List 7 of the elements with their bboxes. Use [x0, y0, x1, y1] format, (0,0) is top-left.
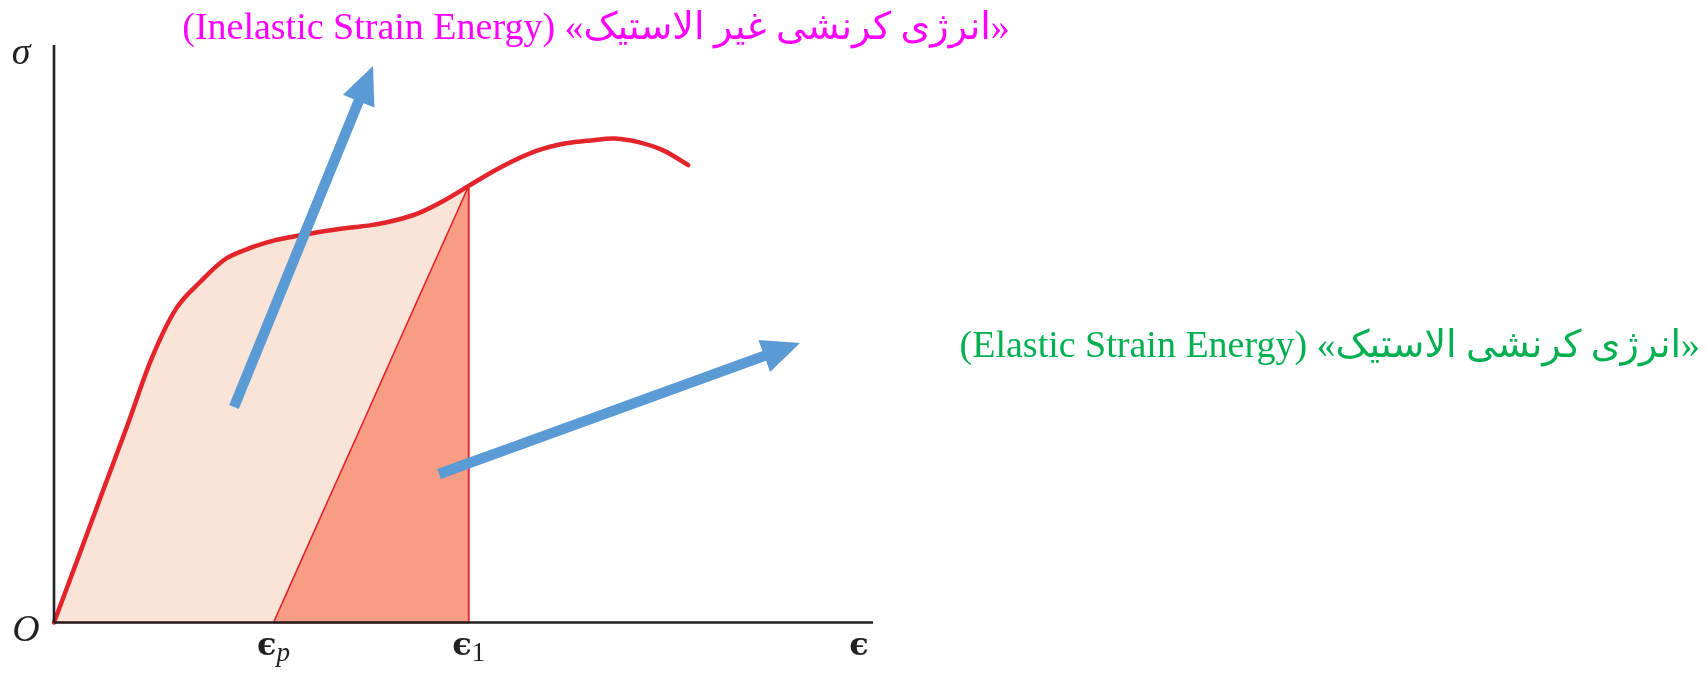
x-tick-label: ϵ$_{1}$ — [452, 625, 486, 667]
text: O — [12, 607, 40, 649]
text: «انرژی کرنشی الاستیک» (Elastic Strain Energy) — [959, 323, 1701, 367]
x-axis-title: ϵ — [849, 625, 869, 663]
text: «انرژی کرنشی غیر الاستیک» (Inelastic Strain Energy) — [182, 5, 1010, 49]
y-axis-title: σ — [11, 30, 32, 72]
x-tick-label: ϵ$_{p}$ — [257, 625, 291, 667]
